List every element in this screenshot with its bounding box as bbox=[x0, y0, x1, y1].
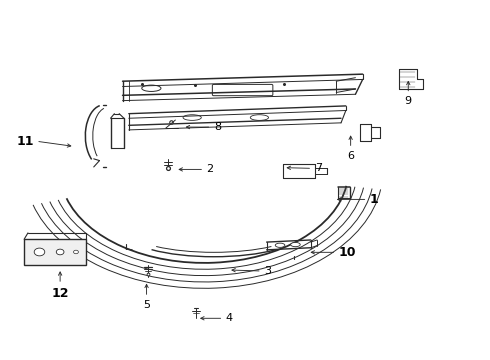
Ellipse shape bbox=[291, 242, 300, 247]
Text: 12: 12 bbox=[51, 287, 69, 300]
FancyBboxPatch shape bbox=[24, 239, 86, 265]
Ellipse shape bbox=[56, 249, 64, 255]
Ellipse shape bbox=[34, 248, 45, 256]
Text: 3: 3 bbox=[264, 266, 271, 276]
Text: 5: 5 bbox=[143, 300, 150, 310]
Ellipse shape bbox=[275, 243, 285, 247]
Text: 7: 7 bbox=[315, 163, 322, 174]
Text: 10: 10 bbox=[339, 246, 356, 259]
Text: 11: 11 bbox=[16, 135, 34, 148]
Text: 9: 9 bbox=[405, 96, 412, 107]
Ellipse shape bbox=[250, 115, 269, 120]
FancyBboxPatch shape bbox=[212, 84, 273, 96]
Ellipse shape bbox=[183, 115, 201, 120]
Text: 6: 6 bbox=[347, 151, 354, 161]
Ellipse shape bbox=[142, 85, 161, 91]
Text: 2: 2 bbox=[207, 165, 214, 174]
Text: 4: 4 bbox=[226, 313, 233, 323]
Text: 8: 8 bbox=[214, 122, 221, 132]
Ellipse shape bbox=[74, 250, 78, 254]
Text: 1: 1 bbox=[370, 193, 379, 206]
